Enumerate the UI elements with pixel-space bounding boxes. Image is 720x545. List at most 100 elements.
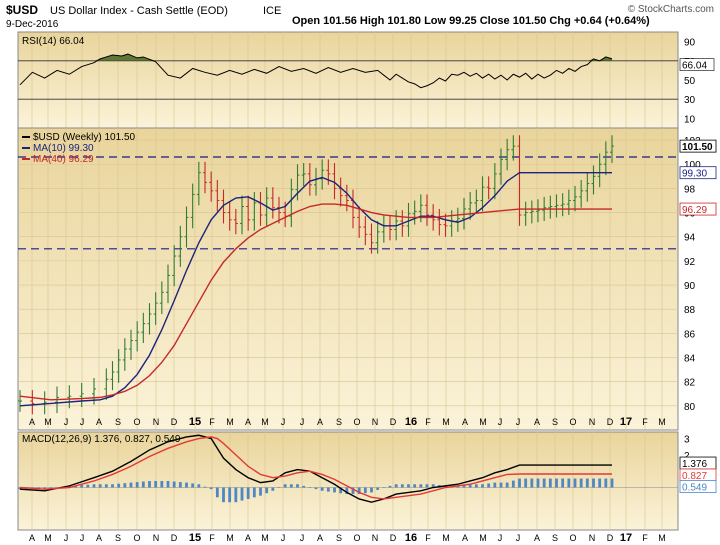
macd-x-tick-label: D xyxy=(171,533,178,543)
exchange-label: ICE xyxy=(263,5,281,17)
macd-histogram-bar xyxy=(43,487,47,490)
macd-histogram-bar xyxy=(468,484,472,488)
ma40-line xyxy=(19,203,612,401)
rsi-last-value-label: 66.04 xyxy=(682,61,707,72)
macd-histogram-bar xyxy=(333,487,336,493)
macd-x-tick-label: O xyxy=(569,533,576,543)
price-y-tick-label: 92 xyxy=(684,257,696,268)
rsi-y-tick-label: 50 xyxy=(684,76,696,87)
price-x-tick-label: F xyxy=(209,417,215,427)
rsi-y-tick-label: 30 xyxy=(684,95,696,106)
price-y-tick-label: 86 xyxy=(684,329,696,340)
rsi-panel: RSI(14) 66.04 1030507090 66.04 xyxy=(17,31,715,129)
price-x-tick-label: M xyxy=(261,417,269,427)
price-x-tick-label: J xyxy=(281,417,286,427)
macd-histogram-bar xyxy=(172,481,176,488)
macd-histogram-bar xyxy=(197,484,201,488)
macd-x-tick-label: J xyxy=(516,533,521,543)
macd-x-tick-label: N xyxy=(589,533,596,543)
macd-histogram-bar xyxy=(573,478,577,488)
macd-histogram-bar xyxy=(320,487,324,491)
price-x-tick-label: A xyxy=(462,417,468,427)
macd-histogram-bar xyxy=(289,484,293,488)
price-x-tick-label: M xyxy=(442,417,450,427)
macd-y-tick-label: 2 xyxy=(684,451,690,462)
security-name: US Dollar Index - Cash Settle (EOD) xyxy=(50,5,228,17)
macd-histogram-bar xyxy=(104,484,108,488)
macd-x-tick-label: 15 xyxy=(189,532,201,544)
macd-histogram-bar xyxy=(376,487,380,490)
macd-histogram-bar xyxy=(326,487,330,492)
macd-x-tick-label: N xyxy=(372,533,379,543)
macd-histogram-bar xyxy=(487,483,491,488)
macd-histogram-bar xyxy=(351,487,355,495)
macd-histogram-bar xyxy=(302,485,306,488)
macd-histogram-bar xyxy=(456,485,460,488)
macd-histogram-bar xyxy=(382,487,386,489)
macd-histogram-bar xyxy=(283,484,287,488)
macd-x-tick-label: S xyxy=(552,533,558,543)
macd-histogram-bar xyxy=(67,485,71,488)
macd-x-tick-label: J xyxy=(80,533,85,543)
macd-x-tick-label: M xyxy=(658,533,666,543)
macd-histogram-bar xyxy=(462,485,466,488)
macd-x-tick-label: N xyxy=(153,533,160,543)
rsi-title: RSI(14) 66.04 xyxy=(22,36,85,47)
macd-histogram-bar xyxy=(345,487,349,495)
macd-histogram-bar xyxy=(363,487,367,494)
macd-histogram-bar xyxy=(425,484,429,488)
price-x-tick-label: J xyxy=(498,417,503,427)
macd-x-tick-label: D xyxy=(607,533,614,543)
macd-histogram-bar xyxy=(240,487,244,501)
price-x-tick-label: J xyxy=(80,417,85,427)
macd-line xyxy=(19,434,612,503)
macd-x-tick-label: J xyxy=(300,533,305,543)
price-x-tick-label: A xyxy=(245,417,251,427)
macd-x-tick-label: M xyxy=(261,533,269,543)
macd-histogram-bar xyxy=(166,480,170,488)
macd-histogram-bar xyxy=(555,478,558,488)
macd-histogram-bar xyxy=(135,482,139,488)
last-price-label: 101.50 xyxy=(682,142,713,153)
macd-histogram-bar xyxy=(567,478,571,488)
macd-x-tick-label: M xyxy=(226,533,234,543)
price-x-tick-label: A xyxy=(29,417,35,427)
macd-x-tick-label: M xyxy=(442,533,450,543)
price-x-tick-label: D xyxy=(390,417,397,427)
macd-title: MACD(12,26,9) 1.376, 0.827, 0.549 xyxy=(22,434,181,445)
macd-histogram-bar xyxy=(123,483,127,488)
price-x-tick-label: J xyxy=(64,417,69,427)
price-x-tick-label: M xyxy=(226,417,234,427)
legend-ma40: MA(40) 96.29 xyxy=(33,154,94,165)
macd-histogram-bar xyxy=(234,487,238,503)
price-x-tick-label: S xyxy=(336,417,342,427)
macd-histogram-bar xyxy=(178,482,182,488)
price-y-tick-label: 80 xyxy=(684,402,696,413)
price-y-tick-label: 94 xyxy=(684,233,696,244)
macd-histogram-bar xyxy=(536,478,540,488)
price-x-tick-label: O xyxy=(569,417,576,427)
macd-histogram-bar xyxy=(191,483,195,488)
macd-histogram-bar xyxy=(542,478,546,488)
price-x-tick-label: F xyxy=(425,417,431,427)
macd-histogram-bar xyxy=(524,478,528,488)
macd-histogram-bar xyxy=(400,484,404,488)
macd-x-tick-label: A xyxy=(462,533,468,543)
macd-x-tick-label: J xyxy=(498,533,503,543)
macd-histogram-bar xyxy=(388,485,392,488)
macd-histogram-bar xyxy=(203,486,207,488)
macd-histogram-bar xyxy=(49,487,53,489)
rsi-last-value-box xyxy=(679,58,715,71)
macd-histogram-bar xyxy=(80,485,84,488)
price-x-tick-label: J xyxy=(300,417,305,427)
macd-histogram-bar xyxy=(98,484,102,488)
macd-histogram-bar xyxy=(277,487,281,489)
macd-histogram-bar xyxy=(579,478,583,488)
price-y-tick-label: 100 xyxy=(684,160,701,171)
macd-x-tick-label: 16 xyxy=(405,532,417,544)
macd-histogram-bar xyxy=(222,487,225,503)
macd-histogram-bar xyxy=(592,478,595,488)
macd-histogram-bar xyxy=(598,478,602,488)
macd-histogram-bar xyxy=(511,480,515,488)
histogram-last-label: 0.549 xyxy=(682,483,707,494)
